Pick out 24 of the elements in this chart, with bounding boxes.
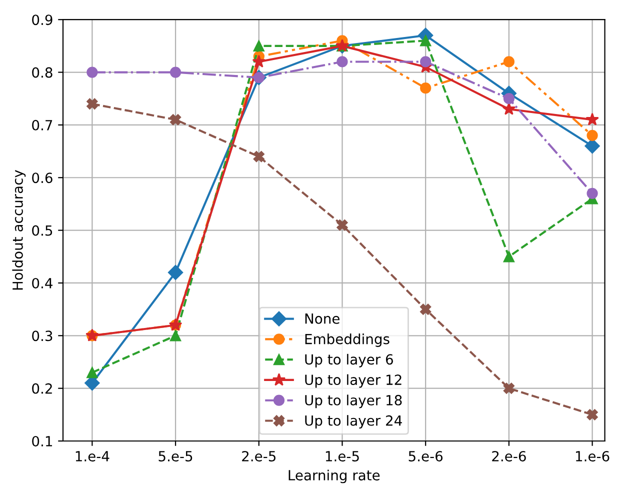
x-tick-label: 1.e-6 [576,450,610,462]
y-axis-title: Holdout accuracy [12,170,26,290]
y-tick-label: 0.6 [32,172,52,184]
y-tick-label: 0.9 [32,14,52,26]
legend-label: None [305,314,340,324]
y-tick-label: 0.4 [32,278,52,288]
y-tick-label: 0.1 [32,436,52,446]
legend-label: Embeddings [305,334,390,347]
x-tick-label: 2.e-5 [242,450,276,462]
x-tick-label: 2.e-6 [492,450,526,462]
x-tick-label: 1.e-5 [326,451,359,462]
legend-label: Up to layer 24 [305,415,402,428]
y-tick-label: 0.3 [32,330,52,342]
y-tick-label: 0.2 [32,383,52,394]
x-tick-label: 5.e-5 [158,451,192,462]
legend-label: Up to layer 18 [305,394,402,408]
x-tick-label: 1.e-4 [76,451,110,462]
y-tick-label: 0.7 [32,120,52,130]
y-tick-label: 0.5 [32,225,52,236]
x-axis-title: Learning rate [288,470,380,484]
legend-label: Up to layer 12 [305,374,402,388]
x-tick-label: 5.e-6 [408,450,443,462]
legend-label: Up to layer 6 [305,354,393,368]
y-tick-label: 0.8 [32,67,52,78]
